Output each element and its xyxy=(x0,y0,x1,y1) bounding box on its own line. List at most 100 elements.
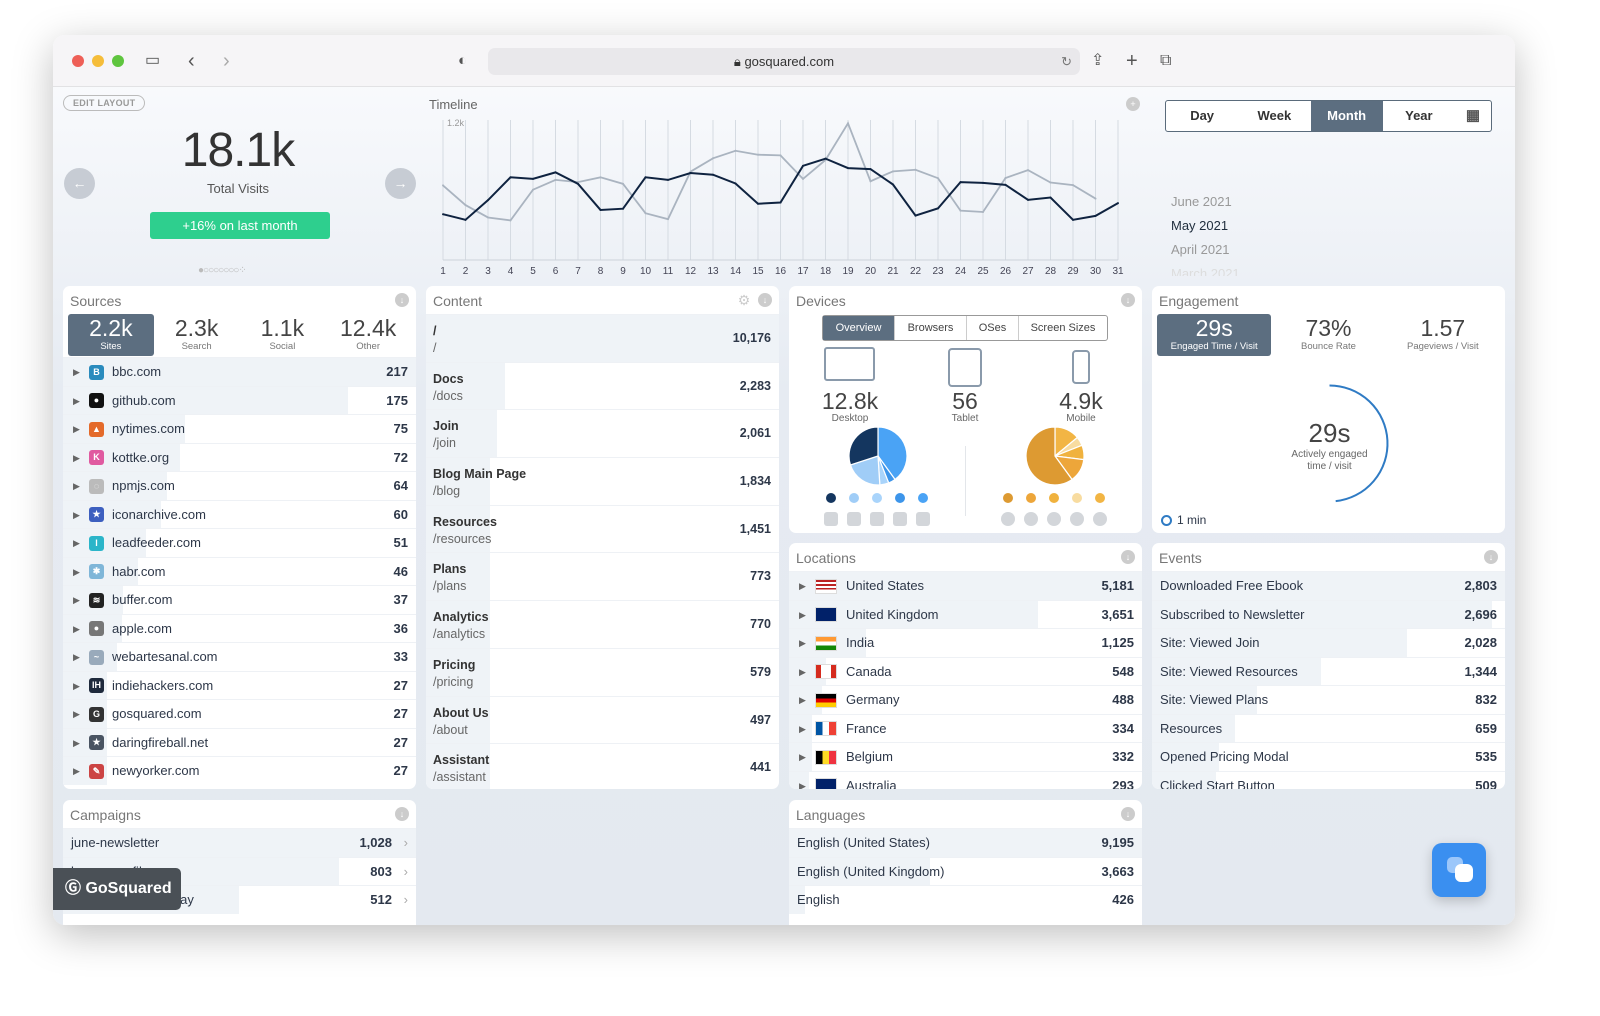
timeline-point[interactable] xyxy=(599,176,602,179)
download-icon[interactable]: ↓ xyxy=(395,807,409,821)
timeline-point[interactable] xyxy=(1027,169,1029,172)
expand-triangle-icon[interactable]: ▶ xyxy=(73,538,80,548)
download-icon[interactable]: ↓ xyxy=(1121,550,1135,564)
gosquared-logo[interactable]: Ⓖ GoSquared xyxy=(53,868,181,910)
timeline-point[interactable] xyxy=(869,180,872,183)
timeline-point[interactable] xyxy=(1049,181,1052,184)
timeline-point[interactable] xyxy=(1004,176,1007,179)
period-year[interactable]: Year xyxy=(1405,108,1433,123)
download-icon[interactable]: ↓ xyxy=(758,293,772,307)
sidebar-toggle-icon[interactable]: ▭ xyxy=(145,52,161,69)
sources-row[interactable]: ▶ ● github.com 175 xyxy=(63,385,416,414)
period-week[interactable]: Week xyxy=(1257,108,1292,123)
expand-triangle-icon[interactable]: ▶ xyxy=(73,623,80,634)
pie-slice[interactable] xyxy=(1025,426,1073,486)
tab-browsers[interactable]: Browsers xyxy=(895,316,967,340)
chat-button[interactable] xyxy=(1432,843,1486,897)
expand-triangle-icon[interactable]: ▶ xyxy=(799,609,806,620)
timeline-point[interactable] xyxy=(464,204,467,207)
timeline-point[interactable] xyxy=(1117,202,1119,205)
timeline-point[interactable] xyxy=(644,176,647,179)
chevron-right-icon[interactable]: › xyxy=(403,863,408,879)
timeline-point[interactable] xyxy=(1049,196,1052,199)
shield-icon[interactable]: ◐ xyxy=(458,52,468,69)
events-row[interactable]: Subscribed to Newsletter 2,696 xyxy=(1152,599,1505,628)
expand-triangle-icon[interactable]: ▶ xyxy=(73,424,80,434)
content-row[interactable]: Assistant/assistant 441 xyxy=(426,743,779,789)
timeline-point[interactable] xyxy=(779,201,782,204)
chevron-right-icon[interactable]: › xyxy=(403,835,408,850)
expand-triangle-icon[interactable]: ▶ xyxy=(799,581,806,591)
reload-icon[interactable]: ↻ xyxy=(1061,54,1072,69)
sources-row[interactable]: ▶ ✱ habr.com 46 xyxy=(63,556,416,585)
share-icon[interactable]: ⇪ xyxy=(1091,52,1105,69)
timeline-download-icon[interactable]: + xyxy=(1126,97,1140,111)
timeline-point[interactable] xyxy=(509,219,512,222)
timeline-point[interactable] xyxy=(554,178,557,181)
content-row[interactable]: About Us/about 497 xyxy=(426,695,779,744)
timeline-point[interactable] xyxy=(442,184,444,187)
timeline-point[interactable] xyxy=(487,216,489,219)
content-row[interactable]: Blog Main Page/blog 1,834 xyxy=(426,457,779,505)
expand-triangle-icon[interactable]: ▶ xyxy=(799,638,806,648)
download-icon[interactable]: ↓ xyxy=(395,293,409,307)
sources-row[interactable]: ▶ ✎ newyorker.com 27 xyxy=(63,756,416,785)
timeline-point[interactable] xyxy=(667,218,669,221)
expand-triangle-icon[interactable]: ▶ xyxy=(73,737,80,748)
timeline-point[interactable] xyxy=(1094,197,1097,200)
expand-triangle-icon[interactable]: ▶ xyxy=(73,566,80,577)
stat-tab[interactable]: 2.2k Sites xyxy=(68,314,154,356)
expand-triangle-icon[interactable]: ▶ xyxy=(73,509,80,520)
close-window-button[interactable] xyxy=(72,55,84,67)
timeline-point[interactable] xyxy=(442,213,444,216)
pie-slice[interactable] xyxy=(848,426,879,466)
events-row[interactable]: Downloaded Free Ebook 2,803 xyxy=(1152,571,1505,600)
timeline-point[interactable] xyxy=(464,218,467,221)
sources-row[interactable]: ▶ ★ iconarchive.com 60 xyxy=(63,499,416,528)
sources-row[interactable]: ▶ ◌ npmjs.com 64 xyxy=(63,471,416,500)
stat-tab[interactable]: 2.3k Search xyxy=(154,314,240,356)
timeline-point[interactable] xyxy=(869,168,872,171)
expand-triangle-icon[interactable]: ▶ xyxy=(799,666,806,677)
timeline-point[interactable] xyxy=(667,178,669,181)
stat-tab[interactable]: 1.57 Pageviews / Visit xyxy=(1386,314,1500,356)
download-icon[interactable]: ↓ xyxy=(1484,550,1498,564)
month-item-selected[interactable]: May 2021 xyxy=(1171,218,1229,233)
stat-tab[interactable]: 73% Bounce Rate xyxy=(1271,314,1385,356)
timeline-point[interactable] xyxy=(1004,183,1007,186)
expand-triangle-icon[interactable]: ▶ xyxy=(73,595,80,605)
timeline-point[interactable] xyxy=(1072,218,1074,221)
content-row[interactable]: Join/join 2,061 xyxy=(426,409,779,458)
timeline-point[interactable] xyxy=(577,182,579,185)
timeline-point[interactable] xyxy=(959,209,962,212)
timeline-point[interactable] xyxy=(734,182,737,185)
timeline-point[interactable] xyxy=(959,181,962,184)
expand-triangle-icon[interactable]: ▶ xyxy=(73,452,80,463)
locations-row[interactable]: ▶ India 1,125 xyxy=(789,628,1142,657)
period-day[interactable]: Day xyxy=(1190,108,1215,123)
languages-row[interactable]: English (United States) 9,195 xyxy=(789,828,1142,857)
campaigns-row[interactable]: june-newsletter 1,028 › xyxy=(63,828,416,857)
pie-slice[interactable] xyxy=(877,426,908,481)
expand-triangle-icon[interactable]: ▶ xyxy=(799,723,806,734)
sources-row[interactable]: ▶ ★ daringfireball.net 27 xyxy=(63,727,416,756)
stat-tab[interactable]: 12.4k Other xyxy=(325,314,411,356)
expand-triangle-icon[interactable]: ▶ xyxy=(799,780,806,790)
timeline-point[interactable] xyxy=(892,183,894,186)
zoom-window-button[interactable] xyxy=(112,55,124,67)
timeline-point[interactable] xyxy=(712,173,714,176)
timeline-point[interactable] xyxy=(757,202,759,205)
expand-triangle-icon[interactable]: ▶ xyxy=(73,395,80,406)
expand-triangle-icon[interactable]: ▶ xyxy=(73,652,80,662)
timeline-point[interactable] xyxy=(824,157,827,160)
address-bar[interactable]: 🔒︎ gosquared.com ↻ xyxy=(488,48,1080,75)
events-row[interactable]: Site: Viewed Resources 1,344 xyxy=(1152,656,1505,685)
tabs-overview-icon[interactable]: ⧉ xyxy=(1160,52,1172,69)
download-icon[interactable]: ↓ xyxy=(1121,807,1135,821)
edit-layout-button[interactable]: EDIT LAYOUT xyxy=(63,95,146,111)
timeline-point[interactable] xyxy=(509,176,512,179)
timeline-point[interactable] xyxy=(734,149,737,152)
timeline-point[interactable] xyxy=(532,177,534,180)
